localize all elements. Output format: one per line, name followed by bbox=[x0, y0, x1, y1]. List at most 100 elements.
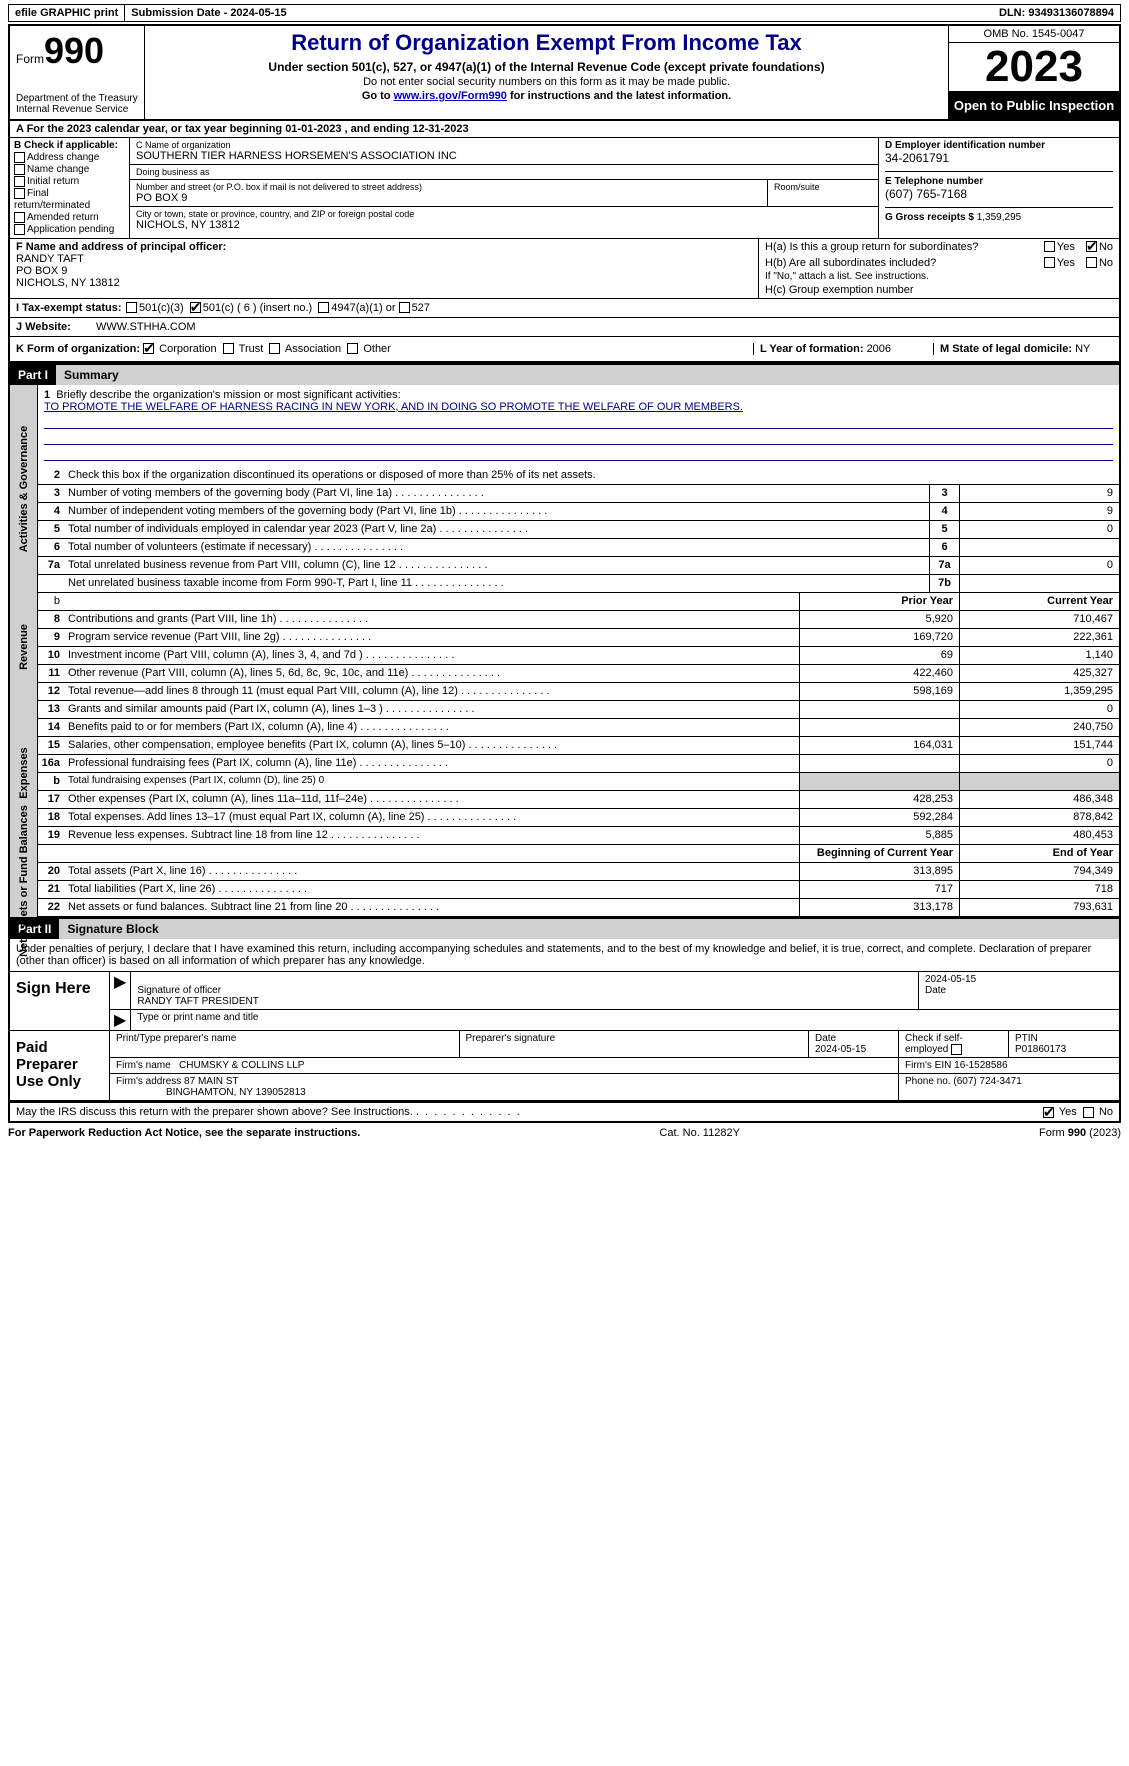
tax-year-line: A For the 2023 calendar year, or tax yea… bbox=[8, 121, 1121, 138]
state-domicile: NY bbox=[1075, 343, 1090, 355]
identity-block: B Check if applicable: Address change Na… bbox=[8, 138, 1121, 239]
name-change-checkbox[interactable] bbox=[14, 164, 25, 175]
hb-no-checkbox[interactable] bbox=[1086, 257, 1097, 268]
officer-signature: RANDY TAFT PRESIDENT bbox=[137, 996, 259, 1007]
open-inspection: Open to Public Inspection bbox=[949, 92, 1119, 119]
signature-arrow-icon-2: ▶ bbox=[110, 1010, 131, 1030]
treasury-dept: Department of the Treasury Internal Reve… bbox=[16, 93, 138, 115]
sign-date: 2024-05-15 bbox=[925, 974, 976, 985]
firm-address: 87 MAIN ST bbox=[184, 1076, 238, 1087]
table-row: 14Benefits paid to or for members (Part … bbox=[38, 719, 1119, 737]
form-header: Form990 Department of the Treasury Inter… bbox=[8, 24, 1121, 121]
irs-link[interactable]: www.irs.gov/Form990 bbox=[394, 90, 507, 102]
preparer-date: 2024-05-15 bbox=[815, 1044, 866, 1055]
table-row: 15Salaries, other compensation, employee… bbox=[38, 737, 1119, 755]
initial-return-checkbox[interactable] bbox=[14, 176, 25, 187]
table-row: 18Total expenses. Add lines 13–17 (must … bbox=[38, 809, 1119, 827]
other-checkbox[interactable] bbox=[347, 343, 358, 354]
signature-block: Sign Here ▶ Signature of officerRANDY TA… bbox=[8, 971, 1121, 1103]
officer-name: RANDY TAFT bbox=[16, 253, 84, 265]
table-row: 20Total assets (Part X, line 16)313,8957… bbox=[38, 863, 1119, 881]
ein: 34-2061791 bbox=[885, 151, 949, 165]
part-1-header: Part I bbox=[10, 365, 56, 385]
table-row: 11Other revenue (Part VIII, column (A), … bbox=[38, 665, 1119, 683]
corporation-checkbox[interactable] bbox=[143, 343, 154, 354]
gross-receipts: 1,359,295 bbox=[977, 212, 1022, 223]
sign-here-label: Sign Here bbox=[10, 972, 110, 1030]
501c-checkbox[interactable] bbox=[190, 302, 201, 313]
501c3-checkbox[interactable] bbox=[126, 302, 137, 313]
goto-link-row: Go to www.irs.gov/Form990 for instructio… bbox=[153, 90, 940, 102]
discuss-no-checkbox[interactable] bbox=[1083, 1107, 1094, 1118]
officer-addr2: NICHOLS, NY 13812 bbox=[16, 277, 120, 289]
revenue-section: Revenue bPrior YearCurrent Year 8Contrib… bbox=[8, 593, 1121, 701]
part-1-title: Summary bbox=[56, 365, 1119, 385]
table-row: 22Net assets or fund balances. Subtract … bbox=[38, 899, 1119, 917]
address-change-checkbox[interactable] bbox=[14, 152, 25, 163]
top-bar: efile GRAPHIC print Submission Date - 20… bbox=[8, 4, 1121, 22]
application-pending-checkbox[interactable] bbox=[14, 224, 25, 235]
tax-year: 2023 bbox=[949, 43, 1119, 92]
officer-group-block: F Name and address of principal officer:… bbox=[8, 239, 1121, 299]
efile-print-button[interactable]: efile GRAPHIC print bbox=[9, 5, 125, 21]
telephone: (607) 765-7168 bbox=[885, 187, 967, 201]
signature-arrow-icon: ▶ bbox=[110, 972, 131, 1009]
omb-number: OMB No. 1545-0047 bbox=[949, 26, 1119, 43]
website-url[interactable]: WWW.STHHA.COM bbox=[96, 321, 196, 333]
box-c-org-info: C Name of organization SOUTHERN TIER HAR… bbox=[130, 138, 879, 238]
table-row: bTotal fundraising expenses (Part IX, co… bbox=[38, 773, 1119, 791]
line-3-value: 9 bbox=[959, 485, 1119, 502]
discuss-row: May the IRS discuss this return with the… bbox=[8, 1103, 1121, 1122]
table-row: 10Investment income (Part VIII, column (… bbox=[38, 647, 1119, 665]
line-5-value: 0 bbox=[959, 521, 1119, 538]
self-employed-checkbox[interactable] bbox=[951, 1044, 962, 1055]
ha-no-checkbox[interactable] bbox=[1086, 241, 1097, 252]
org-name: SOUTHERN TIER HARNESS HORSEMEN'S ASSOCIA… bbox=[136, 150, 872, 162]
firm-phone: (607) 724-3471 bbox=[953, 1076, 1021, 1087]
paid-preparer-label: Paid Preparer Use Only bbox=[10, 1031, 110, 1100]
ha-yes-checkbox[interactable] bbox=[1044, 241, 1055, 252]
net-assets-section: Net Assets or Fund Balances Beginning of… bbox=[8, 845, 1121, 919]
form-title: Return of Organization Exempt From Incom… bbox=[153, 30, 940, 56]
amended-return-checkbox[interactable] bbox=[14, 212, 25, 223]
discuss-yes-checkbox[interactable] bbox=[1043, 1107, 1054, 1118]
final-return-checkbox[interactable] bbox=[14, 188, 25, 199]
association-checkbox[interactable] bbox=[269, 343, 280, 354]
hb-yes-checkbox[interactable] bbox=[1044, 257, 1055, 268]
ptin: P01860173 bbox=[1015, 1044, 1066, 1055]
527-checkbox[interactable] bbox=[399, 302, 410, 313]
table-row: 9Program service revenue (Part VIII, lin… bbox=[38, 629, 1119, 647]
ssn-warning: Do not enter social security numbers on … bbox=[153, 76, 940, 88]
firm-name: CHUMSKY & COLLINS LLP bbox=[179, 1060, 304, 1071]
form-subtitle: Under section 501(c), 527, or 4947(a)(1)… bbox=[153, 60, 940, 74]
table-row: 21Total liabilities (Part X, line 26)717… bbox=[38, 881, 1119, 899]
mission-text: TO PROMOTE THE WELFARE OF HARNESS RACING… bbox=[44, 401, 743, 413]
box-b-checkboxes: B Check if applicable: Address change Na… bbox=[10, 138, 130, 238]
dln: DLN: 93493136078894 bbox=[993, 5, 1120, 21]
trust-checkbox[interactable] bbox=[223, 343, 234, 354]
submission-date: Submission Date - 2024-05-15 bbox=[125, 5, 993, 21]
expenses-section: Expenses 13Grants and similar amounts pa… bbox=[8, 701, 1121, 845]
officer-addr1: PO BOX 9 bbox=[16, 265, 67, 277]
box-d-ein-tel: D Employer identification number 34-2061… bbox=[879, 138, 1119, 238]
line-6-value bbox=[959, 539, 1119, 556]
line-4-value: 9 bbox=[959, 503, 1119, 520]
table-row: 8Contributions and grants (Part VIII, li… bbox=[38, 611, 1119, 629]
tax-status-row: I Tax-exempt status: 501(c)(3) 501(c) ( … bbox=[8, 299, 1121, 318]
firm-ein: 16-1528586 bbox=[954, 1060, 1007, 1071]
website-row: J Website: WWW.STHHA.COM bbox=[8, 318, 1121, 337]
form-number: Form990 bbox=[16, 30, 138, 72]
year-formation: 2006 bbox=[867, 343, 891, 355]
table-row: 17Other expenses (Part IX, column (A), l… bbox=[38, 791, 1119, 809]
table-row: 19Revenue less expenses. Subtract line 1… bbox=[38, 827, 1119, 845]
4947-checkbox[interactable] bbox=[318, 302, 329, 313]
line-7a-value: 0 bbox=[959, 557, 1119, 574]
table-row: 12Total revenue—add lines 8 through 11 (… bbox=[38, 683, 1119, 701]
table-row: 13Grants and similar amounts paid (Part … bbox=[38, 701, 1119, 719]
table-row: 16aProfessional fundraising fees (Part I… bbox=[38, 755, 1119, 773]
page-footer: For Paperwork Reduction Act Notice, see … bbox=[8, 1122, 1121, 1143]
street-address: PO BOX 9 bbox=[136, 192, 761, 204]
org-form-row: K Form of organization: Corporation Trus… bbox=[8, 337, 1121, 363]
part-2-title: Signature Block bbox=[59, 919, 1119, 939]
governance-section: Activities & Governance 1 Briefly descri… bbox=[8, 385, 1121, 593]
